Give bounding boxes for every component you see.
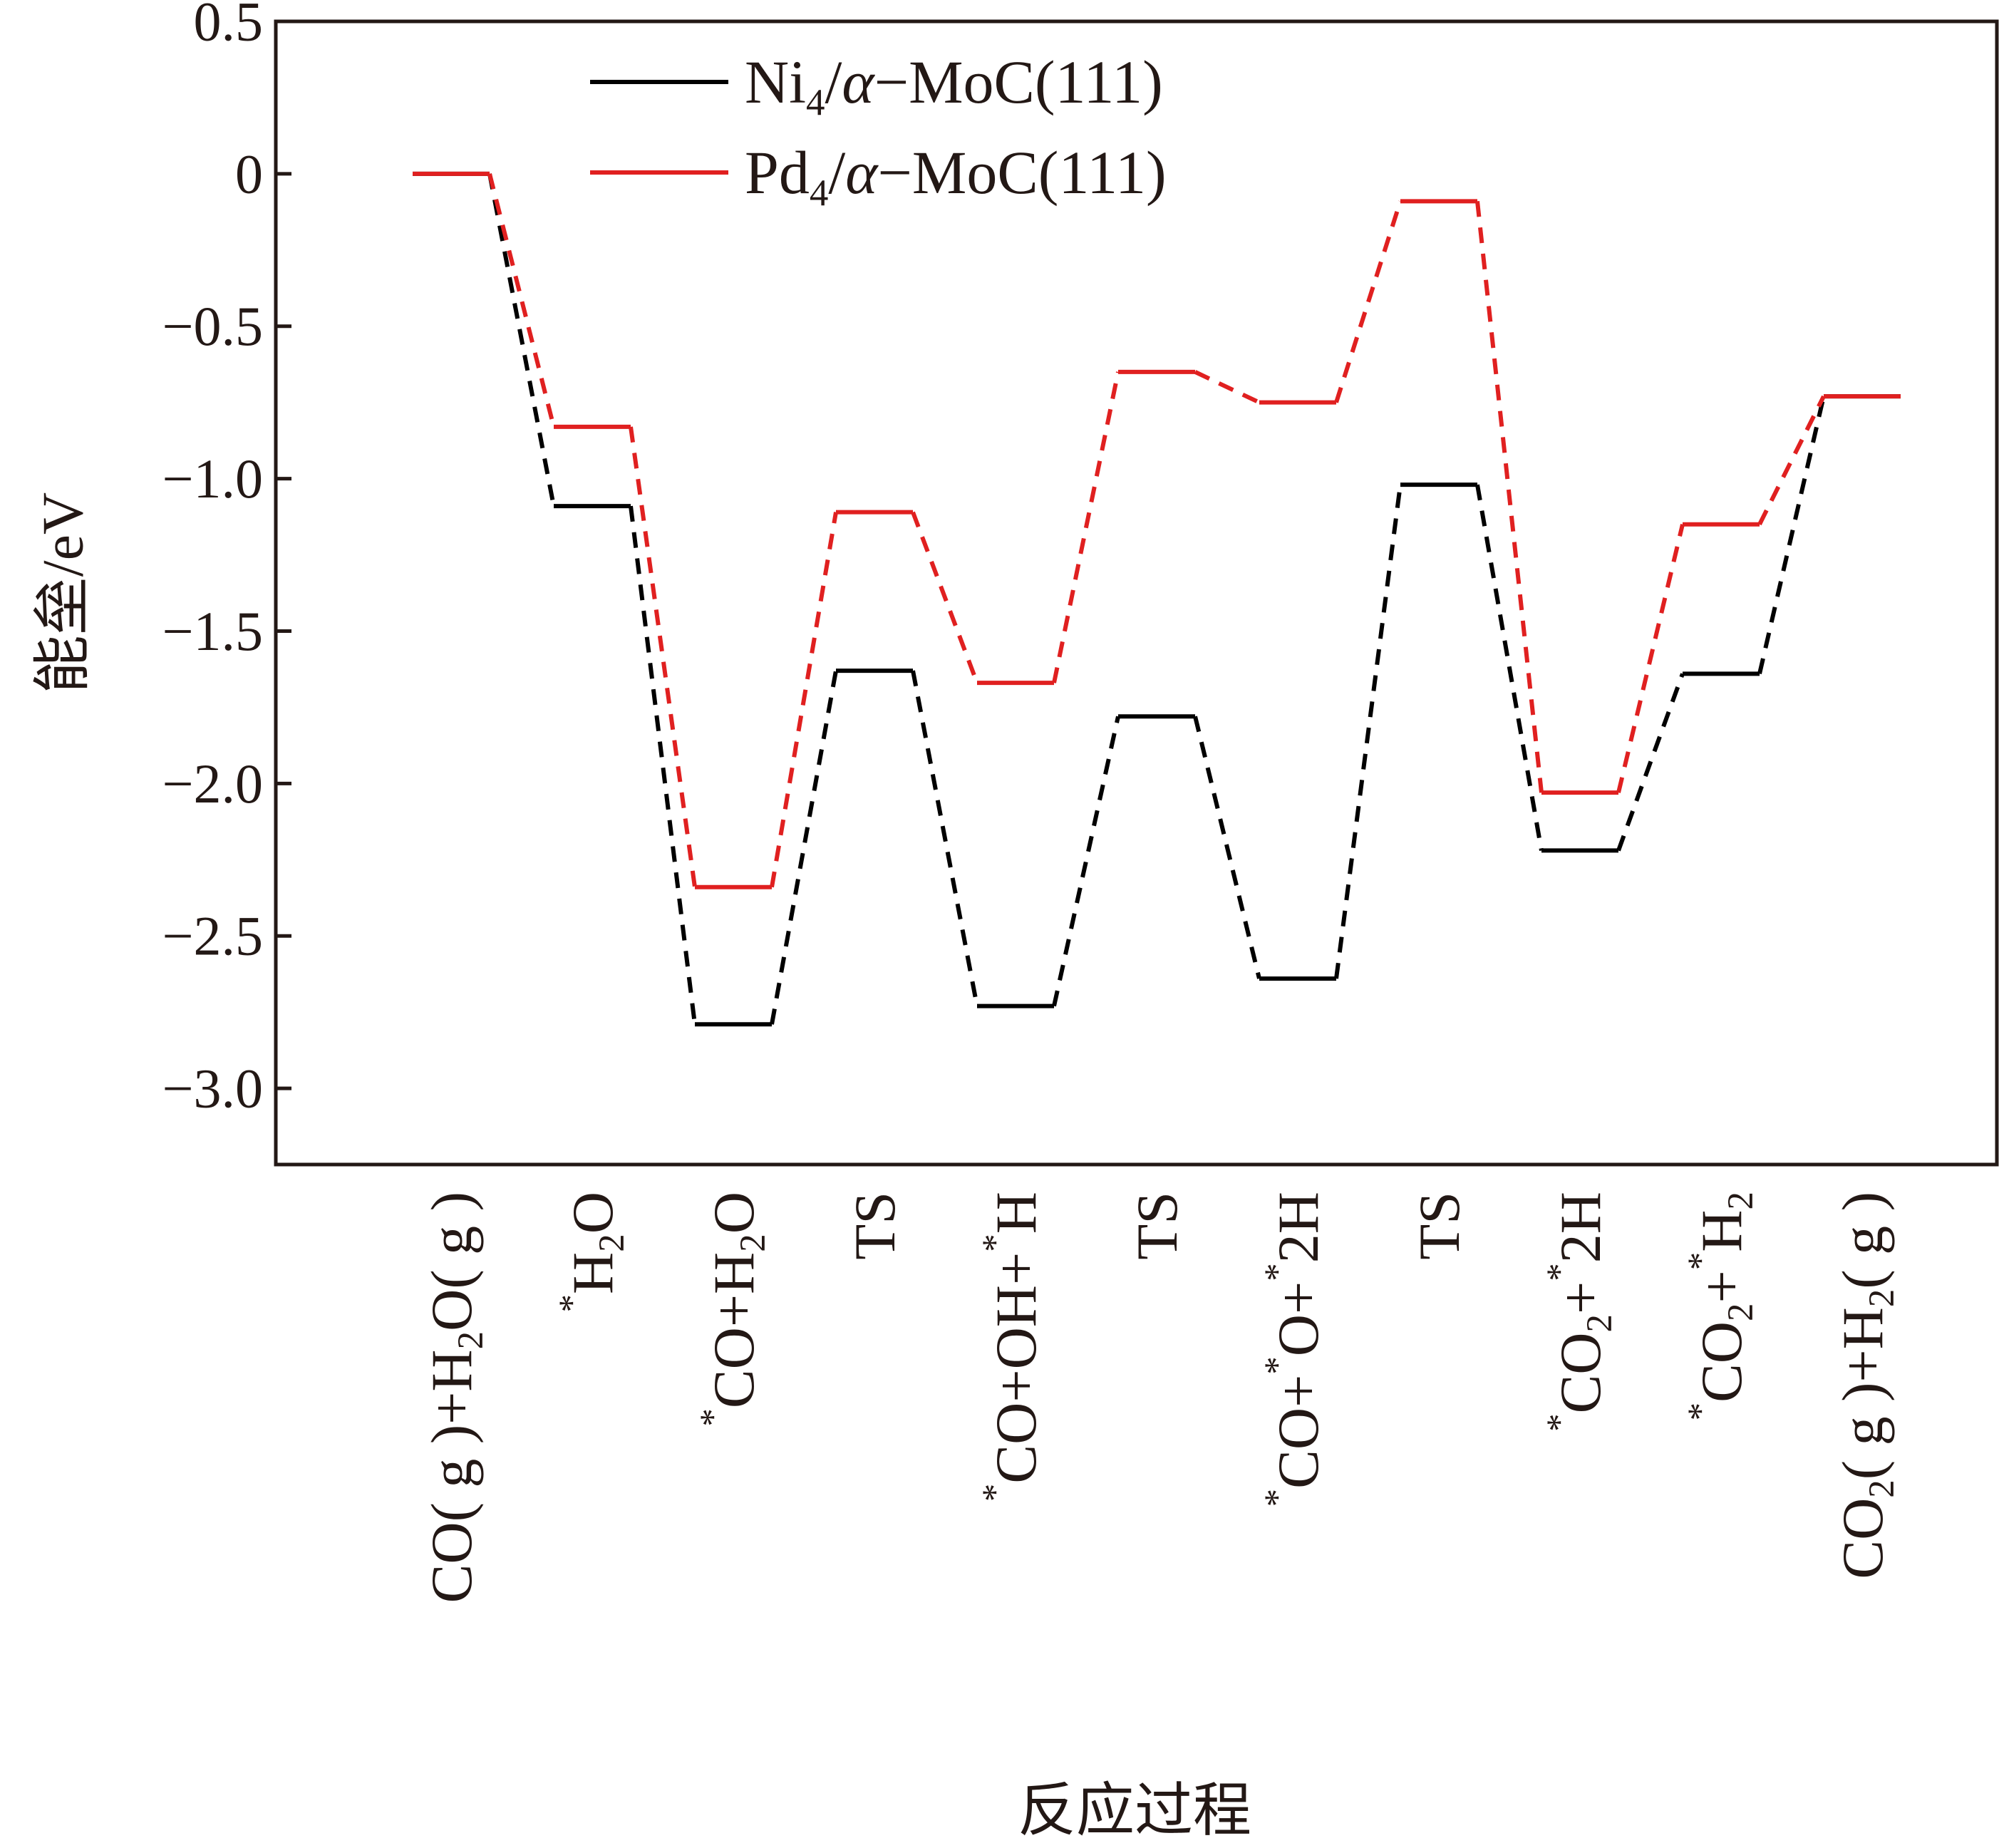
plot-frame xyxy=(274,19,1999,1167)
connector xyxy=(1334,484,1403,979)
series-layer xyxy=(413,171,1901,1027)
connector xyxy=(1757,395,1826,526)
x-tick-label: *CO+OH+*H xyxy=(976,1192,1048,1502)
connector xyxy=(1194,370,1261,405)
x-axis: CO( g )+H2O( g ) *H2O *CO+H2O TS *CO+OH+*H TS… xyxy=(419,1192,1903,1603)
legend-label: Ni4/α−MoC(111) xyxy=(745,48,1163,123)
connector xyxy=(770,670,838,1025)
x-tick-label: *CO2+*H2 xyxy=(1681,1192,1761,1420)
legend-label: Pd4/α−MoC(111) xyxy=(745,138,1167,214)
y-tick-label: −0.5 xyxy=(162,295,264,357)
connector xyxy=(629,505,697,1025)
y-tick-label: −1.5 xyxy=(162,600,264,662)
y-axis: 0.5 0 −0.5 −1.0 −1.5 −2.0 −2.5 −3.0 xyxy=(162,0,291,1120)
connector xyxy=(487,173,556,428)
x-tick-label: CO2( g )+H2( g ) xyxy=(1830,1192,1903,1579)
connector xyxy=(1475,484,1544,851)
connector xyxy=(1616,673,1685,852)
x-tick-label: *CO+*O+*2H xyxy=(1258,1192,1331,1507)
legend: Ni4/α−MoC(111) Pd4/α−MoC(111) xyxy=(590,48,1167,214)
x-axis-label: 反应过程 xyxy=(1018,1778,1251,1843)
connector xyxy=(1193,716,1261,979)
x-tick-label: TS xyxy=(1407,1192,1472,1260)
connector xyxy=(1757,396,1826,675)
y-axis-label: 能垒/eV xyxy=(31,492,95,693)
y-tick-label: 0 xyxy=(235,143,263,205)
y-tick-label: −1.0 xyxy=(162,448,264,510)
connector xyxy=(629,426,697,888)
series-ni4 xyxy=(413,171,1901,1027)
connector xyxy=(1334,200,1403,403)
y-tick-label: −2.0 xyxy=(162,753,264,815)
connector xyxy=(1616,524,1685,793)
connector xyxy=(1052,371,1120,683)
y-tick-label: 0.5 xyxy=(194,0,264,53)
y-tick-label: −2.5 xyxy=(162,905,264,967)
series-pd4 xyxy=(413,171,1901,889)
connector xyxy=(770,512,838,888)
y-tick-label: −3.0 xyxy=(162,1058,264,1120)
x-tick-label: TS xyxy=(1125,1192,1189,1260)
connector xyxy=(1052,716,1120,1007)
x-tick-label: *CO+H2O xyxy=(693,1192,773,1427)
connector xyxy=(487,173,556,507)
connector xyxy=(911,670,979,1007)
x-tick-label: CO( g )+H2O( g ) xyxy=(419,1192,492,1603)
connector xyxy=(911,511,979,684)
x-tick-label: *H2O xyxy=(552,1192,632,1312)
connector xyxy=(1475,201,1544,793)
x-tick-label: *CO2+*2H xyxy=(1540,1192,1620,1432)
x-tick-label: TS xyxy=(842,1192,907,1260)
